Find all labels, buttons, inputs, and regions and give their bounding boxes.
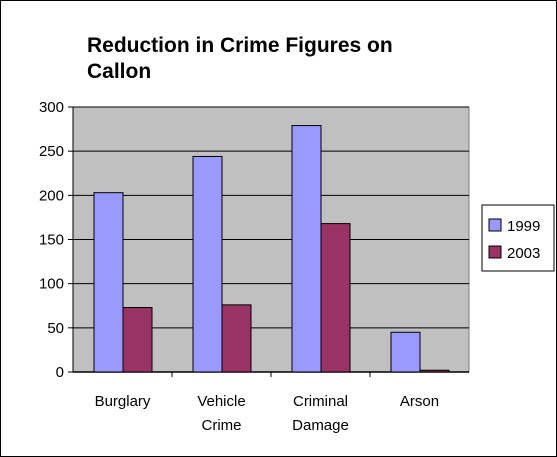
y-tick-label: 50 — [47, 320, 64, 337]
y-tick-label: 150 — [39, 232, 64, 249]
y-tick-label: 100 — [39, 276, 64, 293]
bar-1999-2 — [291, 125, 322, 373]
category-label: Burglary — [95, 393, 151, 410]
bar-2003-0 — [122, 307, 153, 373]
legend-label-1999: 1999 — [507, 218, 540, 235]
legend-swatch-1999 — [488, 218, 502, 232]
bar-1999-3 — [390, 331, 421, 373]
bar-2003-3 — [419, 369, 450, 373]
category-label: Arson — [400, 393, 439, 410]
y-tick-label: 300 — [39, 99, 64, 116]
legend: 1999 2003 — [481, 204, 555, 272]
legend-swatch-2003 — [488, 245, 502, 259]
y-tick-label: 0 — [56, 364, 64, 381]
bar-1999-0 — [93, 192, 124, 373]
category-label: Damage — [292, 417, 349, 434]
legend-box — [481, 204, 555, 272]
y-tick-label: 250 — [39, 143, 64, 160]
bar-2003-1 — [221, 304, 252, 373]
plot-area: 0 50 100 150 200 250 300 Burglary Vehicle Crime Cr… — [39, 99, 470, 434]
legend-label-2003: 2003 — [507, 245, 540, 262]
bar-2003-2 — [320, 223, 351, 373]
chart-title-line-1: Reduction in Crime Figures on — [87, 34, 393, 57]
category-label: Crime — [202, 417, 242, 434]
category-label: Criminal — [293, 393, 348, 410]
y-tick-label: 200 — [39, 187, 64, 204]
chart-title-line-2: Callon — [87, 60, 151, 83]
category-label: Vehicle — [197, 393, 245, 410]
bar-1999-1 — [192, 155, 223, 373]
